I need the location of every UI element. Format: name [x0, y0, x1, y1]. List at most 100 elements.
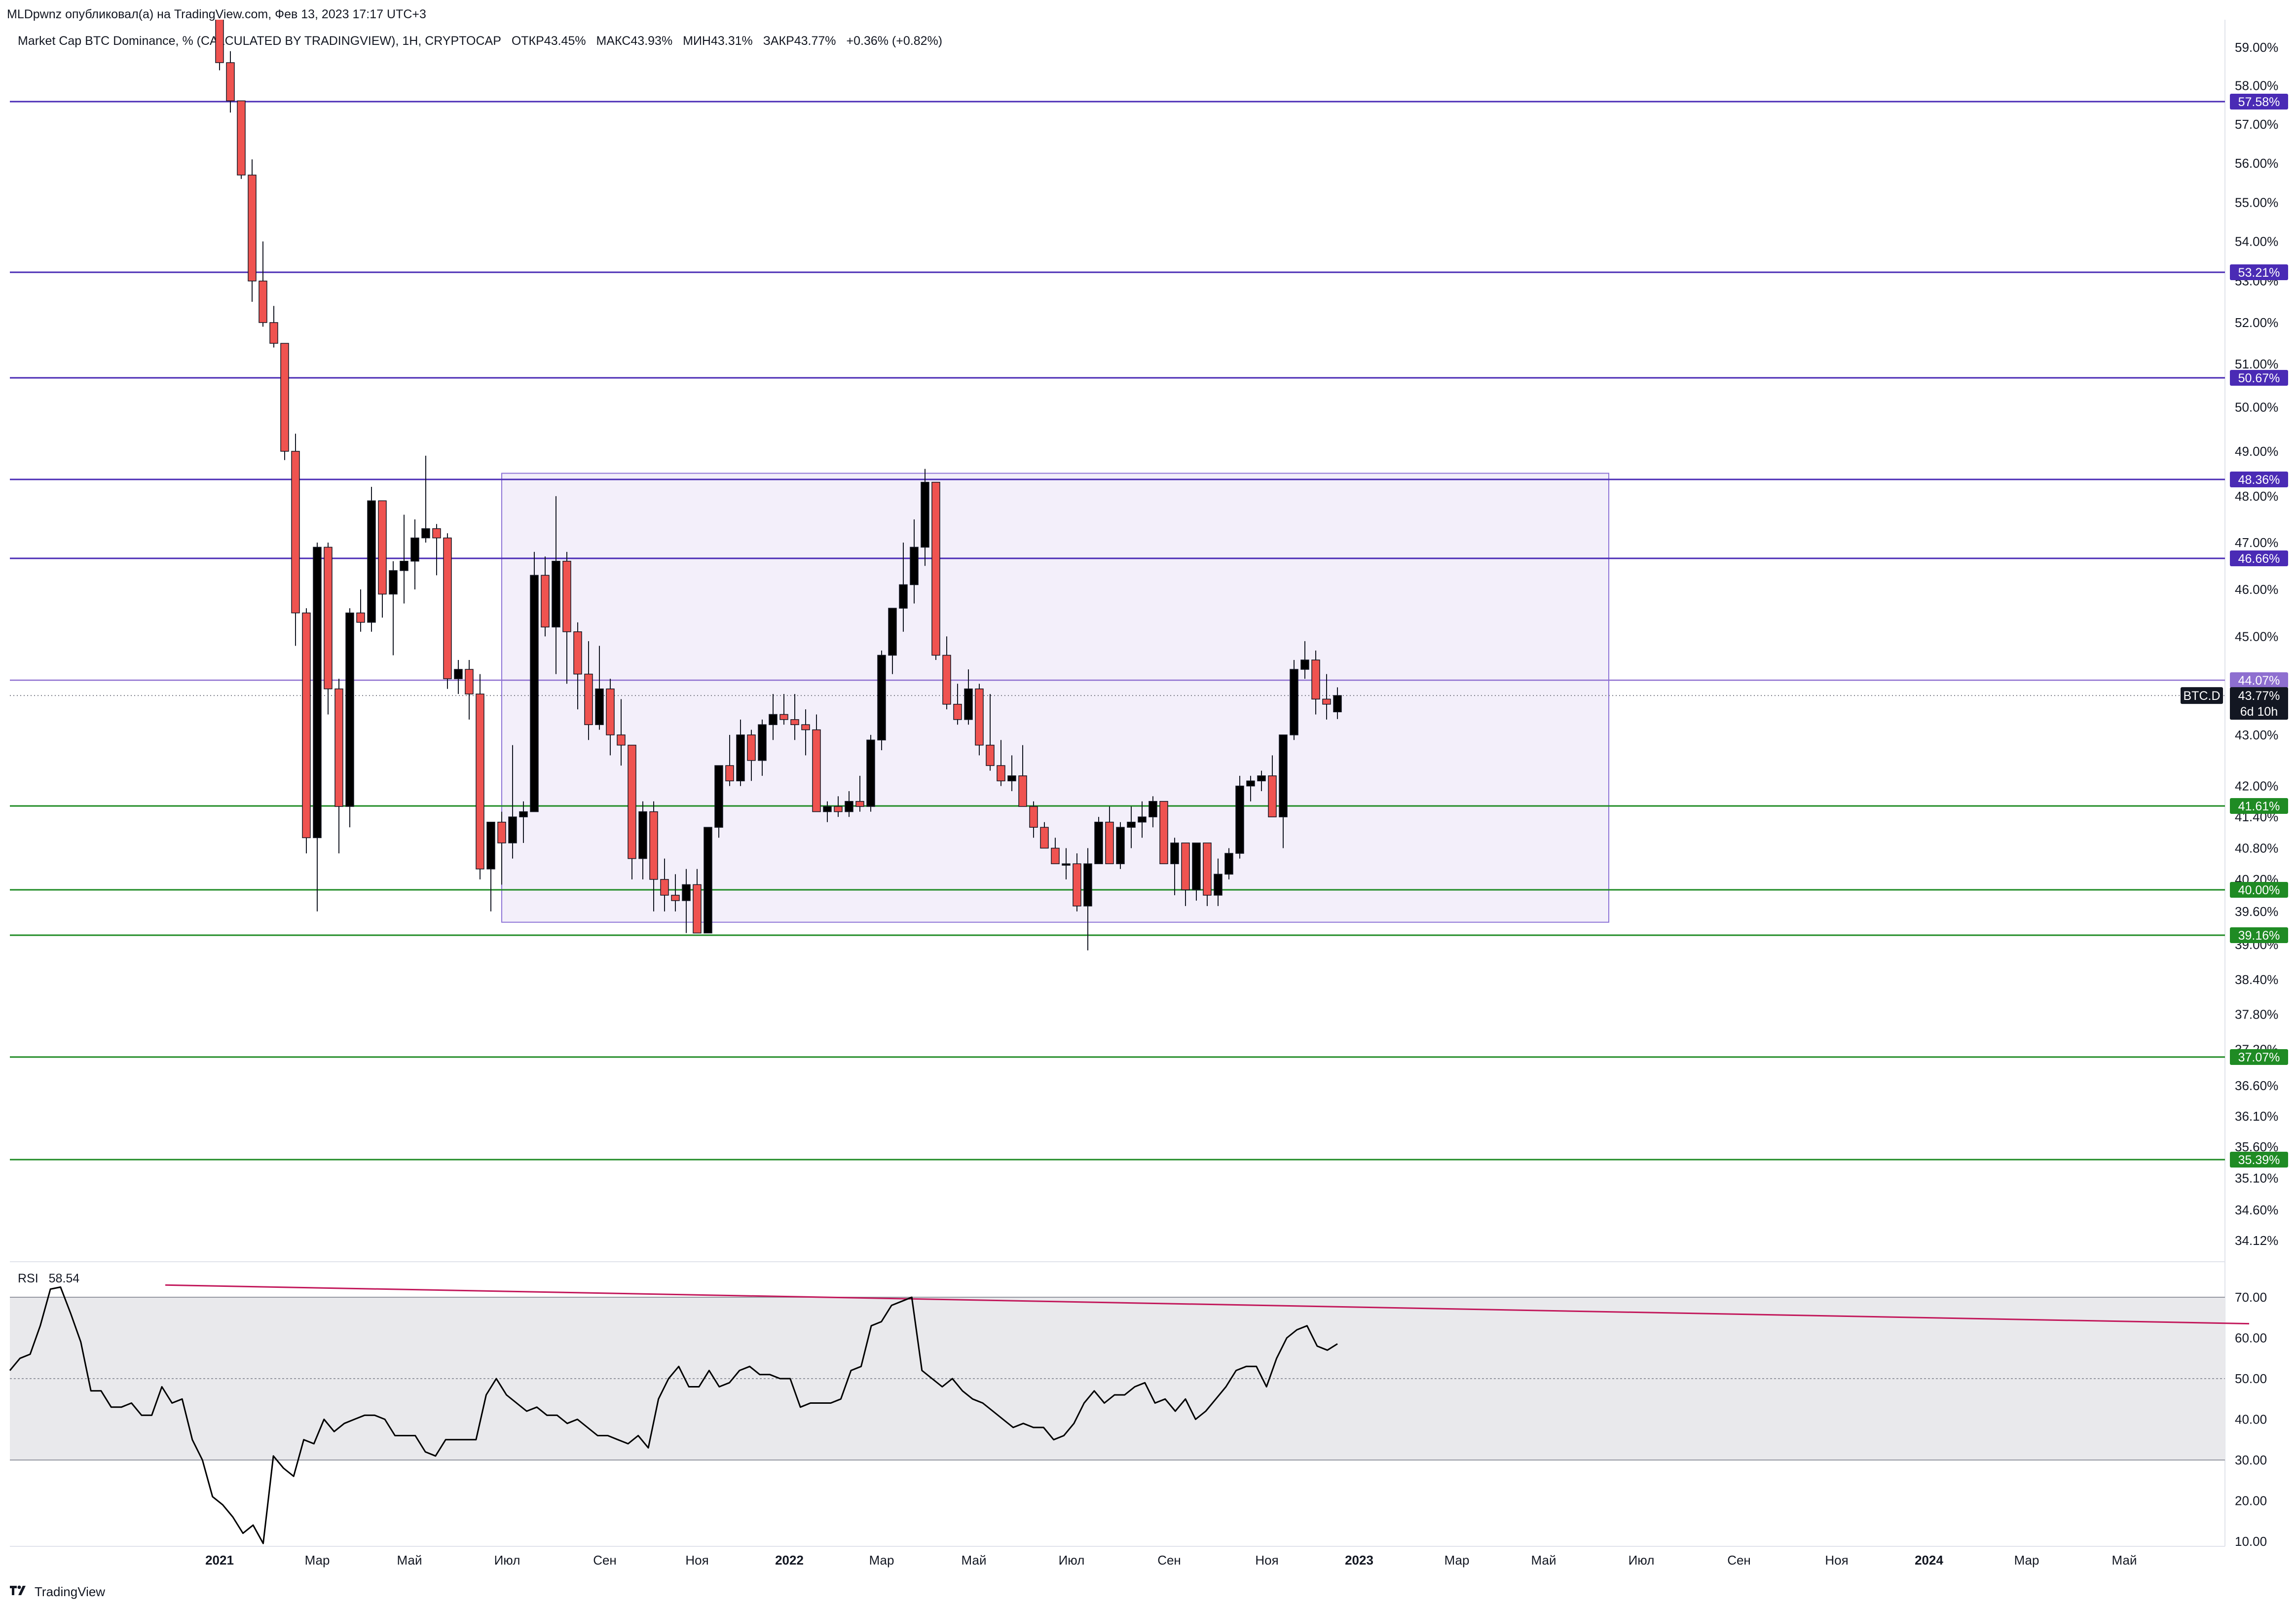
publisher-line: MLDpwnz опубликовал(а) на TradingView.co… — [7, 7, 426, 21]
price-tick-label: 48.00% — [2235, 489, 2278, 504]
date-tick-label: Июл — [1629, 1553, 1655, 1568]
candle-body — [964, 688, 973, 720]
candle-body — [682, 884, 691, 901]
candle-body — [617, 734, 626, 746]
price-tick-label: 40.80% — [2235, 841, 2278, 856]
rsi-line — [9, 1286, 1338, 1544]
candle-body — [497, 821, 506, 843]
price-tick-label: 36.10% — [2235, 1109, 2278, 1124]
price-tick-label: 36.60% — [2235, 1078, 2278, 1093]
candle-body — [432, 528, 441, 539]
candle-body — [1083, 863, 1092, 907]
candle-body — [345, 612, 354, 807]
price-tick-label: 49.00% — [2235, 444, 2278, 459]
candle-body — [367, 500, 376, 623]
candle-body — [1322, 698, 1331, 705]
level-tag — [2230, 472, 2288, 487]
price-tick-label: 45.00% — [2235, 629, 2278, 644]
symbol-legend: Market Cap BTC Dominance, % (CALCULATED … — [18, 33, 949, 49]
candle-body — [801, 724, 810, 730]
candle-body — [758, 724, 767, 761]
candle-body — [291, 451, 300, 614]
date-tick-label: Май — [962, 1553, 987, 1568]
candle-body — [1290, 669, 1298, 735]
level-tag-label: 37.07% — [2238, 1051, 2280, 1064]
date-tick-label: Мар — [2014, 1553, 2039, 1568]
date-tick-label: 2024 — [1915, 1553, 1943, 1568]
candle-body — [1268, 775, 1277, 817]
candle-body — [855, 801, 864, 807]
legend-high: МАКС43.93% — [596, 34, 673, 48]
level-tag-label: 53.21% — [2238, 266, 2280, 280]
price-tick-label: 34.12% — [2235, 1233, 2278, 1248]
date-tick-label: Июл — [1059, 1553, 1085, 1568]
candle-body — [215, 20, 224, 63]
rsi-band — [10, 1297, 2225, 1460]
date-tick-label: Ноя — [685, 1553, 708, 1568]
rsi-value: 58.54 — [48, 1272, 80, 1285]
candle-body — [899, 584, 908, 609]
candle-body — [1105, 821, 1114, 864]
candle-body — [1181, 842, 1190, 890]
price-tag — [2230, 687, 2288, 720]
candle-body — [1300, 659, 1309, 670]
price-tick-label: 46.00% — [2235, 582, 2278, 597]
candles-group — [215, 20, 1342, 950]
price-tick-label: 56.00% — [2235, 156, 2278, 171]
candle-body — [877, 655, 886, 741]
level-tag — [2230, 1049, 2288, 1065]
tradingview-brand[interactable]: TradingView — [10, 1583, 105, 1600]
date-tick-label: Июл — [494, 1553, 520, 1568]
candle-body — [725, 765, 734, 781]
rsi-tick-label: 50.00 — [2235, 1371, 2267, 1386]
date-tick-label: Май — [2112, 1553, 2137, 1568]
candle-body — [1073, 863, 1081, 907]
candle-body — [226, 62, 235, 102]
candle-body — [1311, 659, 1320, 700]
level-tag-label: 48.36% — [2238, 473, 2280, 487]
date-tick-label: 2022 — [775, 1553, 804, 1568]
price-tick-label: 51.00% — [2235, 357, 2278, 371]
level-tag-label: 40.00% — [2238, 883, 2280, 897]
rsi-label-text: RSI — [18, 1272, 38, 1285]
level-tag-label: 41.61% — [2238, 800, 2280, 813]
candle-body — [313, 547, 322, 839]
rsi-tick-label: 60.00 — [2235, 1331, 2267, 1346]
candle-body — [1051, 847, 1060, 864]
candle-body — [334, 688, 343, 807]
candle-body — [649, 811, 658, 880]
candle-body — [606, 688, 615, 735]
candle-body — [931, 481, 940, 656]
candle-body — [356, 612, 365, 623]
rsi-legend: RSI 58.54 — [18, 1270, 86, 1287]
candle-body — [302, 612, 311, 839]
date-tick-label: Сен — [1157, 1553, 1181, 1568]
date-tick-label: Ноя — [1825, 1553, 1848, 1568]
candle-body — [486, 821, 495, 870]
candle-body — [562, 560, 571, 632]
candle-body — [530, 575, 539, 812]
candle-body — [237, 100, 246, 176]
price-tick-label: 34.60% — [2235, 1203, 2278, 1217]
level-tag — [2230, 672, 2288, 688]
date-tick-label: Май — [1531, 1553, 1556, 1568]
candle-body — [1159, 801, 1168, 864]
candle-body — [443, 537, 452, 679]
candle-body — [259, 280, 267, 323]
price-tick-label: 55.00% — [2235, 195, 2278, 210]
price-tick-label: 38.40% — [2235, 972, 2278, 987]
date-tick-label: Сен — [593, 1553, 617, 1568]
legend-title: Market Cap BTC Dominance, % (CALCULATED … — [18, 34, 501, 48]
candle-body — [704, 827, 712, 934]
price-tick-label: 54.00% — [2235, 234, 2278, 249]
candle-body — [1203, 842, 1212, 896]
date-tick-label: 2021 — [205, 1553, 234, 1568]
date-tick-label: Сен — [1727, 1553, 1751, 1568]
price-tick-label: 59.00% — [2235, 40, 2278, 55]
level-tag-label: 46.66% — [2238, 552, 2280, 566]
date-tick-label: 2023 — [1345, 1553, 1373, 1568]
candle-body — [714, 765, 723, 828]
candle-body — [1246, 780, 1255, 787]
level-tag — [2230, 882, 2288, 898]
